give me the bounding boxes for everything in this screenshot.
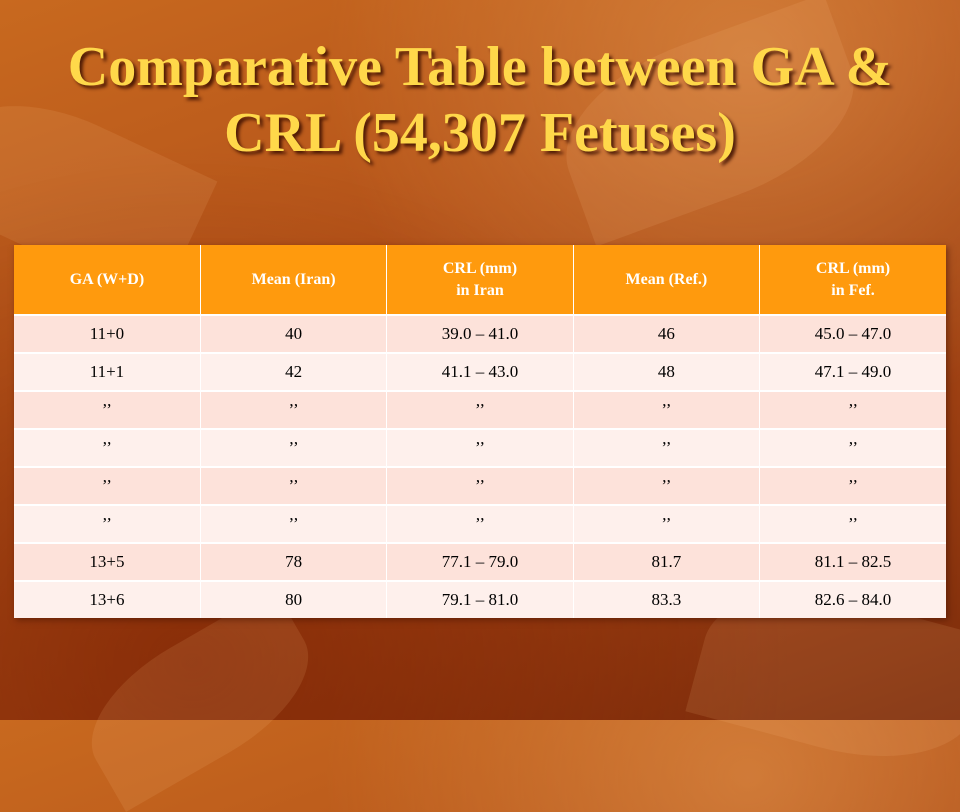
- table-row: 13+6 80 79.1 – 81.0 83.3 82.6 – 84.0: [14, 580, 946, 618]
- table-cell: 83.3: [573, 580, 761, 618]
- table-cell: 47.1 – 49.0: [759, 352, 946, 391]
- slide-title-line-1: Comparative Table between GA &: [67, 36, 893, 98]
- table-cell: ’’: [386, 504, 574, 543]
- table-row: ’’ ’’ ’’ ’’ ’’: [14, 504, 946, 543]
- table-cell: ’’: [14, 428, 201, 467]
- slide-title: Comparative Table between GA & CRL (54,3…: [0, 34, 960, 166]
- table-cell: 48: [573, 352, 761, 391]
- header-crl-ref: CRL (mm) in Fef.: [759, 245, 946, 315]
- table-cell: 45.0 – 47.0: [759, 314, 946, 353]
- table-row: ’’ ’’ ’’ ’’ ’’: [14, 466, 946, 505]
- table-cell: ’’: [759, 428, 946, 467]
- table-cell: ’’: [200, 504, 388, 543]
- table-cell: 13+6: [14, 580, 201, 618]
- table-cell: ’’: [386, 390, 574, 429]
- table-row: ’’ ’’ ’’ ’’ ’’: [14, 390, 946, 429]
- table-cell: 11+0: [14, 314, 201, 353]
- table-cell: ’’: [386, 428, 574, 467]
- table-cell: 11+1: [14, 352, 201, 391]
- table-cell: ’’: [759, 504, 946, 543]
- table-cell: ’’: [14, 504, 201, 543]
- table-cell: 81.7: [573, 542, 761, 581]
- header-mean-ref: Mean (Ref.): [573, 245, 761, 315]
- table-cell: ’’: [759, 390, 946, 429]
- table-cell: 80: [200, 580, 388, 618]
- table-cell: ’’: [573, 466, 761, 505]
- comparison-table: GA (W+D) Mean (Iran) CRL (mm) in Iran Mea…: [14, 245, 946, 618]
- table-row: ’’ ’’ ’’ ’’ ’’: [14, 428, 946, 467]
- table-cell: 81.1 – 82.5: [759, 542, 946, 581]
- table-header-row: GA (W+D) Mean (Iran) CRL (mm) in Iran Mea…: [14, 245, 946, 315]
- table-cell: ’’: [200, 466, 388, 505]
- table-cell: 82.6 – 84.0: [759, 580, 946, 618]
- table-cell: ’’: [14, 390, 201, 429]
- table-cell: ’’: [759, 466, 946, 505]
- table-cell: 41.1 – 43.0: [386, 352, 574, 391]
- table-cell: 77.1 – 79.0: [386, 542, 574, 581]
- background-leaf-decoration: [66, 588, 334, 812]
- table-cell: ’’: [200, 390, 388, 429]
- table-row: 11+1 42 41.1 – 43.0 48 47.1 – 49.0: [14, 352, 946, 391]
- table-cell: ’’: [573, 390, 761, 429]
- table-cell: 79.1 – 81.0: [386, 580, 574, 618]
- table-cell: ’’: [200, 428, 388, 467]
- table-cell: ’’: [573, 504, 761, 543]
- table-cell: ’’: [14, 466, 201, 505]
- table-cell: ’’: [386, 466, 574, 505]
- table-cell: ’’: [573, 428, 761, 467]
- table-cell: 39.0 – 41.0: [386, 314, 574, 353]
- table-cell: 13+5: [14, 542, 201, 581]
- table-cell: 42: [200, 352, 388, 391]
- header-crl-iran: CRL (mm) in Iran: [386, 245, 574, 315]
- table-row: 11+0 40 39.0 – 41.0 46 45.0 – 47.0: [14, 314, 946, 353]
- table-row: 13+5 78 77.1 – 79.0 81.7 81.1 – 82.5: [14, 542, 946, 581]
- table-cell: 78: [200, 542, 388, 581]
- slide-title-line-2: CRL (54,307 Fetuses): [224, 102, 736, 164]
- header-mean-iran: Mean (Iran): [200, 245, 388, 315]
- header-ga: GA (W+D): [14, 245, 201, 315]
- table-cell: 46: [573, 314, 761, 353]
- table-cell: 40: [200, 314, 388, 353]
